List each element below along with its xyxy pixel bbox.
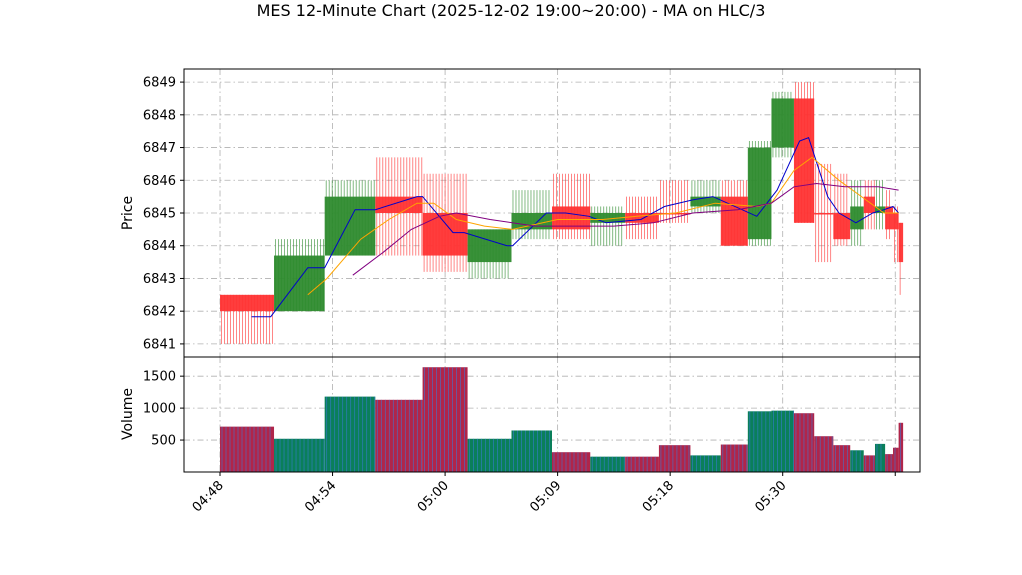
- price-tick-label: 6842: [143, 305, 176, 320]
- candle-body: [892, 213, 899, 230]
- candle-body: [422, 213, 468, 256]
- volume-bar: [885, 454, 893, 472]
- x-tick-label: 05:00: [415, 478, 452, 515]
- volume-tick-label: 1500: [143, 370, 176, 385]
- price-tick-label: 6843: [143, 272, 176, 287]
- candle-body: [885, 206, 893, 230]
- price-tick-label: 6844: [143, 239, 176, 254]
- volume-bar: [658, 445, 691, 472]
- moving-average-line: [352, 182, 899, 276]
- volume-bar: [324, 396, 376, 472]
- price-y-ticks: 6841 6842 6843 6844 6845 6846 6847 6848 6849: [143, 76, 184, 352]
- price-tick-label: 6848: [143, 108, 176, 123]
- x-tick-label: 05:09: [527, 478, 564, 515]
- candle-body: [850, 206, 864, 230]
- candle-body: [833, 213, 851, 240]
- price-panel: 6841 6842 6843 6844 6845 6846 6847 6848 6849 Pri…: [120, 68, 921, 358]
- volume-bar: [220, 426, 275, 472]
- candle-body: [324, 196, 376, 256]
- volume-bar: [874, 443, 886, 472]
- candle-body: [658, 213, 691, 215]
- volume-tick-label: 500: [151, 434, 176, 449]
- x-tick-label: 05:30: [752, 478, 789, 515]
- volume-bar: [771, 410, 794, 472]
- x-tick-label: 04:54: [302, 478, 339, 515]
- price-axis-label: Price: [120, 196, 136, 230]
- volume-bar: [375, 399, 423, 472]
- candle-body: [375, 196, 423, 213]
- volume-bar: [892, 447, 899, 472]
- volume-bar: [747, 411, 772, 472]
- candle-body: [898, 222, 904, 263]
- price-tick-label: 6846: [143, 174, 176, 189]
- volume-panel: 500 1000 1500 Volume: [120, 356, 921, 473]
- candle-body: [220, 294, 275, 312]
- candle-body: [552, 206, 591, 230]
- candle-body: [590, 213, 626, 223]
- candle-body: [467, 229, 512, 263]
- price-tick-label: 6847: [143, 141, 176, 156]
- x-tick-label: 04:48: [190, 478, 227, 515]
- price-tick-label: 6841: [143, 337, 176, 352]
- candle-body: [863, 196, 875, 213]
- volume-plot-frame: [183, 356, 921, 473]
- chart-title: MES 12-Minute Chart (2025-12-02 19:00~20…: [257, 1, 766, 20]
- candle-body: [625, 213, 659, 223]
- volume-bar: [833, 445, 851, 472]
- volume-bar: [274, 438, 325, 472]
- volume-bar: [552, 452, 591, 472]
- candle-body: [814, 213, 834, 215]
- candle-body: [690, 196, 721, 207]
- candle-body: [793, 98, 815, 223]
- price-tick-label: 6845: [143, 207, 176, 222]
- x-axis-ticks: 04:48 04:54 05:00 05:09 05:18 05:30: [190, 472, 896, 515]
- volume-axis-label: Volume: [120, 388, 136, 440]
- candle-body: [747, 147, 772, 240]
- volume-tick-label: 1000: [143, 402, 176, 417]
- volume-y-ticks: 500 1000 1500: [143, 370, 184, 449]
- volume-bars: [220, 367, 904, 472]
- moving-average-lines: [251, 137, 899, 318]
- volume-bar: [625, 456, 659, 472]
- moving-average-line: [307, 156, 899, 296]
- x-tick-label: 05:18: [640, 478, 677, 515]
- volume-bar: [422, 367, 468, 472]
- moving-average-line: [251, 137, 899, 318]
- volume-bar: [720, 444, 748, 472]
- volume-bar: [690, 455, 721, 472]
- volume-bar: [814, 436, 834, 472]
- candle-body: [771, 98, 794, 148]
- price-tick-label: 6849: [143, 76, 176, 91]
